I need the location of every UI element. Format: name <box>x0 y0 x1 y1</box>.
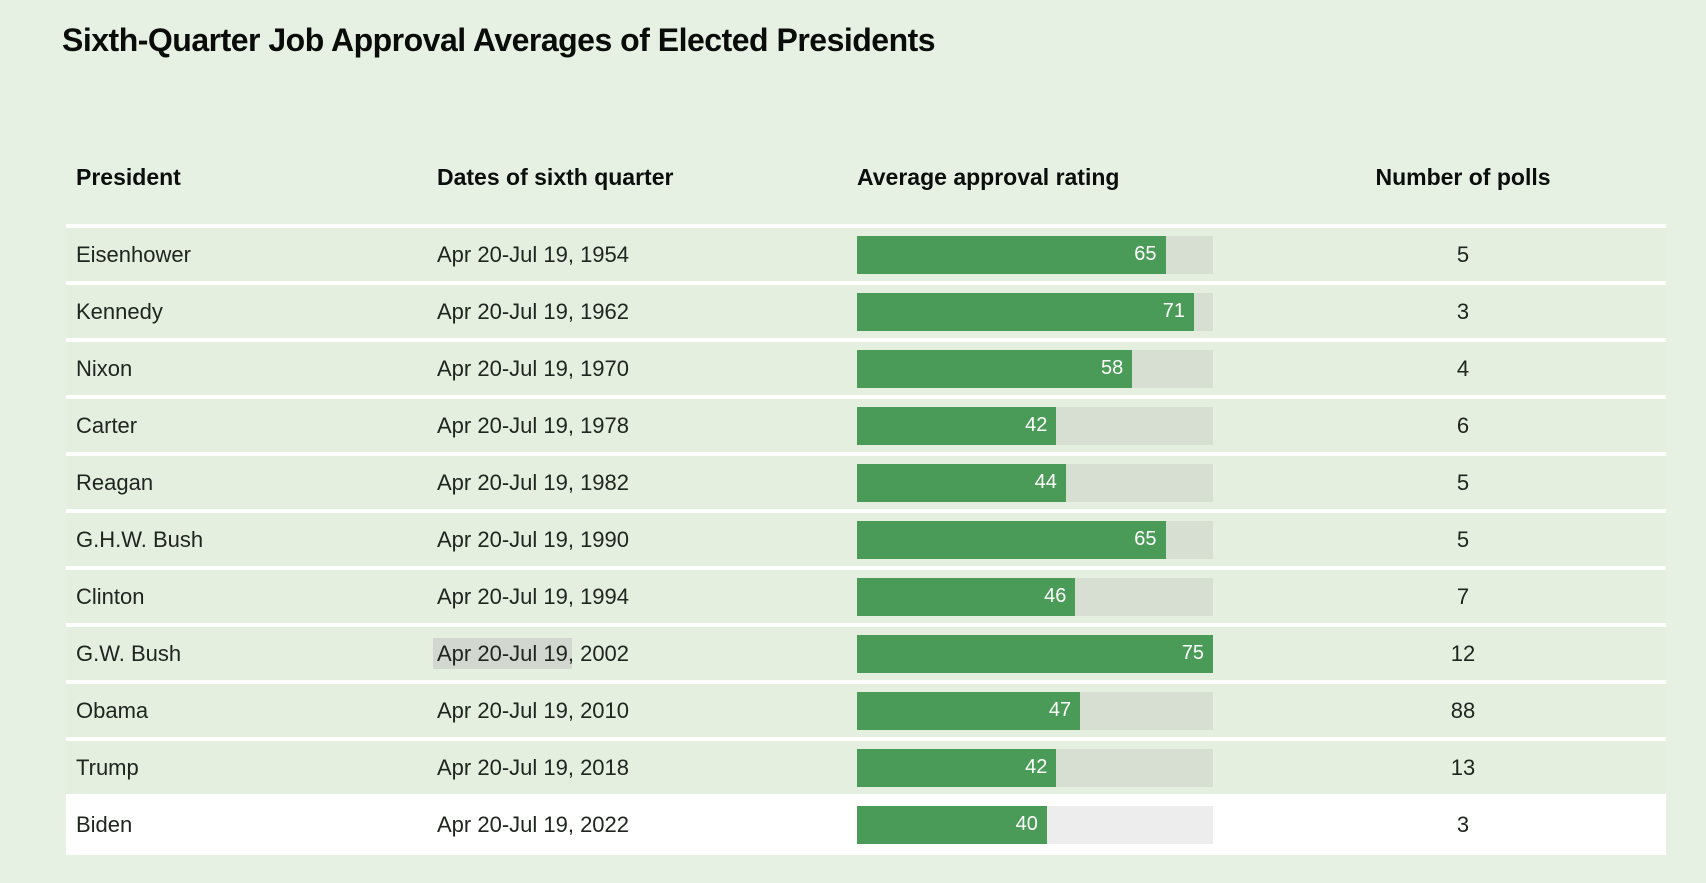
column-header-president: President <box>76 164 181 190</box>
approval-bar-fill: 65 <box>857 520 1166 559</box>
polls-cell: 13 <box>1450 754 1476 780</box>
approval-bar-fill: 44 <box>857 463 1066 502</box>
approval-bar-cell: 44 <box>837 463 1213 502</box>
polls-cell: 7 <box>1456 583 1470 609</box>
table-row: G.H.W. Bush Apr 20-Jul 19, 1990 65 5 <box>66 513 1666 570</box>
approval-bar-fill: 58 <box>857 349 1133 388</box>
approval-value-label: 47 <box>1048 699 1072 721</box>
president-cell: Reagan <box>76 469 154 495</box>
dates-rest: , 2002 <box>567 640 630 666</box>
approval-bar-fill: 42 <box>857 406 1057 445</box>
approval-bar-track: 47 <box>857 691 1213 730</box>
president-cell: Nixon <box>76 355 133 381</box>
approval-bar-track: 75 <box>857 634 1213 673</box>
approval-bar-cell: 58 <box>837 349 1213 388</box>
column-header-dates: Dates of sixth quarter <box>437 164 674 190</box>
table-row: Trump Apr 20-Jul 19, 2018 42 13 <box>66 741 1666 798</box>
polls-cell: 5 <box>1456 241 1470 267</box>
dates-cell: Apr 20-Jul 19, 2018 <box>437 754 630 780</box>
approval-value-label: 42 <box>1025 414 1048 436</box>
page-title: Sixth-Quarter Job Approval Averages of E… <box>62 22 936 58</box>
approval-bar-fill: 71 <box>857 292 1194 331</box>
approval-bar-track: 71 <box>857 292 1213 331</box>
approval-bar-cell: 65 <box>837 235 1213 274</box>
table-header-row: President Dates of sixth quarter Average… <box>66 150 1666 224</box>
approval-bar-cell: 71 <box>837 292 1213 331</box>
dates-cell: Apr 20-Jul 19, 1990 <box>437 526 630 552</box>
approval-bar-fill: 40 <box>857 805 1047 844</box>
table-row: Reagan Apr 20-Jul 19, 1982 44 5 <box>66 456 1666 513</box>
polls-cell: 3 <box>1456 811 1470 837</box>
approval-bar-cell: 46 <box>837 577 1213 616</box>
approval-bar-cell: 65 <box>837 520 1213 559</box>
polls-cell: 4 <box>1456 355 1470 381</box>
president-cell: Biden <box>76 811 133 837</box>
dates-cell: Apr 20-Jul 19, 1978 <box>437 412 630 438</box>
table-row: Carter Apr 20-Jul 19, 1978 42 6 <box>66 399 1666 456</box>
polls-cell: 5 <box>1456 526 1470 552</box>
approval-bar-cell: 75 <box>837 634 1213 673</box>
polls-cell: 12 <box>1450 640 1476 666</box>
polls-cell: 5 <box>1456 469 1470 495</box>
approval-bar-fill: 42 <box>857 748 1057 787</box>
approval-bar-track: 44 <box>857 463 1213 502</box>
approval-value-label: 46 <box>1044 585 1067 607</box>
column-header-approval: Average approval rating <box>857 164 1120 190</box>
president-cell: Eisenhower <box>76 241 191 267</box>
approval-bar-track: 65 <box>857 235 1213 274</box>
approval-bar-fill: 65 <box>857 235 1166 274</box>
selected-text: Apr 20-Jul 19 <box>433 637 572 669</box>
approval-value-label: 58 <box>1101 357 1124 379</box>
dates-cell: Apr 20-Jul 19, 2010 <box>437 697 630 723</box>
table-row: Kennedy Apr 20-Jul 19, 1962 71 3 <box>66 285 1666 342</box>
approval-value-label: 42 <box>1025 756 1048 778</box>
dates-cell: Apr 20-Jul 19, 2002 <box>427 637 837 669</box>
approval-bar-cell: 40 <box>837 805 1213 844</box>
approval-bar-fill: 46 <box>857 577 1076 616</box>
president-cell: Obama <box>76 697 149 723</box>
approval-bar-track: 65 <box>857 520 1213 559</box>
header-divider <box>66 224 1666 228</box>
table-row: Eisenhower Apr 20-Jul 19, 1954 65 5 <box>66 228 1666 285</box>
approval-bar-track: 46 <box>857 577 1213 616</box>
column-header-polls: Number of polls <box>1375 164 1551 190</box>
approval-bar-track: 58 <box>857 349 1213 388</box>
dates-cell: Apr 20-Jul 19, 1994 <box>437 583 630 609</box>
approval-bar-cell: 42 <box>837 748 1213 787</box>
table-row-highlighted: Biden Apr 20-Jul 19, 2022 40 3 <box>66 798 1666 855</box>
approval-table: President Dates of sixth quarter Average… <box>66 150 1666 855</box>
table-row: Obama Apr 20-Jul 19, 2010 47 88 <box>66 684 1666 741</box>
president-cell: G.W. Bush <box>76 640 182 666</box>
dates-cell: Apr 20-Jul 19, 1962 <box>437 298 630 324</box>
president-cell: Clinton <box>76 583 145 609</box>
approval-bar-track: 42 <box>857 406 1213 445</box>
approval-bar-track: 42 <box>857 748 1213 787</box>
approval-bar-cell: 42 <box>837 406 1213 445</box>
approval-value-label: 65 <box>1134 243 1157 265</box>
approval-bar-fill: 47 <box>857 691 1081 730</box>
approval-bar-cell: 47 <box>837 691 1213 730</box>
approval-value-label: 65 <box>1134 528 1157 550</box>
table-row: Nixon Apr 20-Jul 19, 1970 58 4 <box>66 342 1666 399</box>
table-row: G.W. Bush Apr 20-Jul 19, 2002 75 12 <box>66 627 1666 684</box>
approval-value-label: 40 <box>1015 813 1038 835</box>
approval-bar-track: 40 <box>857 805 1213 844</box>
president-cell: G.H.W. Bush <box>76 526 204 552</box>
president-cell: Carter <box>76 412 138 438</box>
president-cell: Trump <box>76 754 139 780</box>
dates-cell: Apr 20-Jul 19, 1954 <box>437 241 630 267</box>
dates-cell: Apr 20-Jul 19, 1982 <box>437 469 630 495</box>
polls-cell: 88 <box>1450 697 1476 723</box>
approval-value-label: 71 <box>1162 300 1185 322</box>
president-cell: Kennedy <box>76 298 163 324</box>
dates-cell: Apr 20-Jul 19, 1970 <box>437 355 630 381</box>
approval-value-label: 75 <box>1181 642 1204 664</box>
table-row: Clinton Apr 20-Jul 19, 1994 46 7 <box>66 570 1666 627</box>
approval-value-label: 44 <box>1034 471 1057 493</box>
polls-cell: 3 <box>1456 298 1470 324</box>
polls-cell: 6 <box>1456 412 1470 438</box>
approval-bar-fill: 75 <box>857 634 1213 673</box>
dates-cell: Apr 20-Jul 19, 2022 <box>437 811 630 837</box>
